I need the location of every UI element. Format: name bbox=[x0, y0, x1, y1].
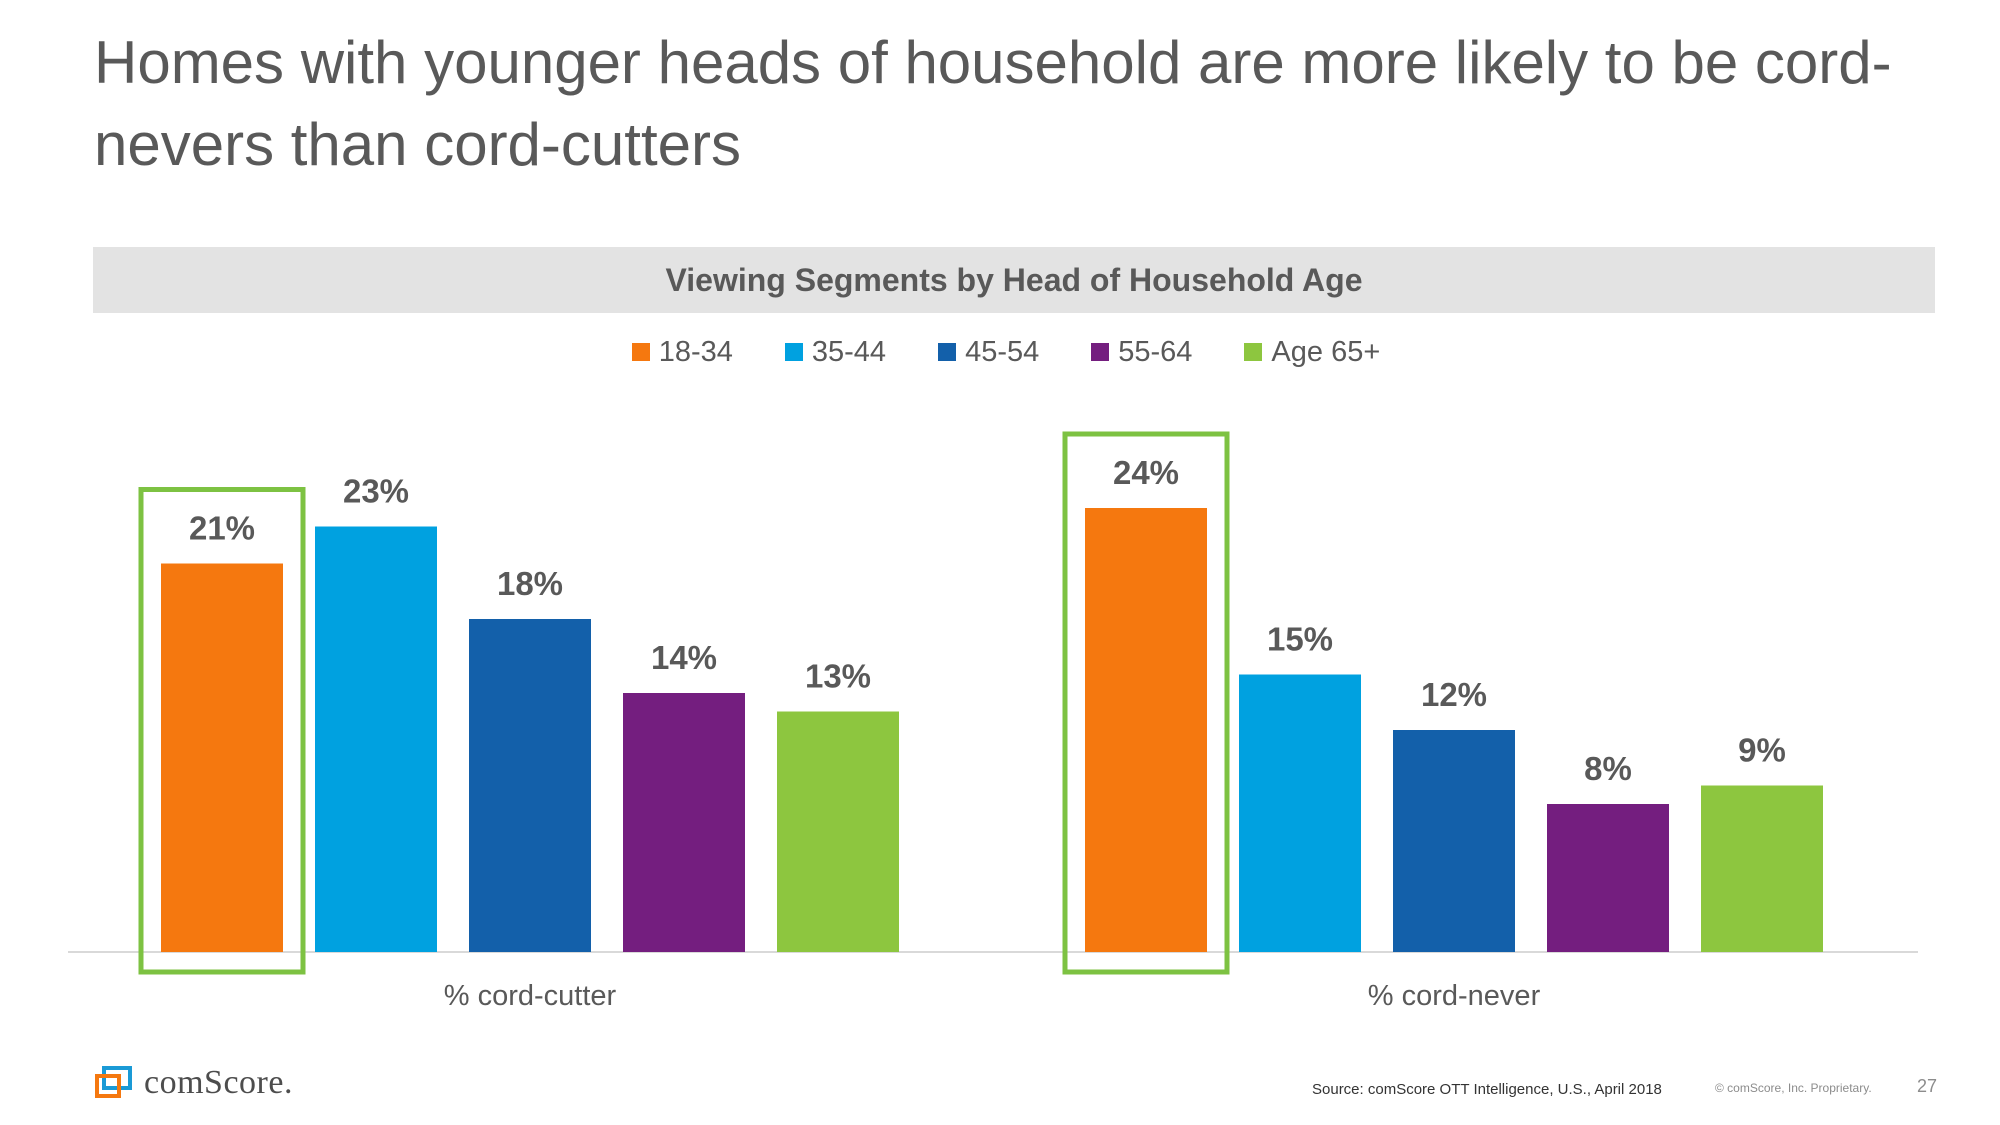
legend-item-age-65: Age 65+ bbox=[1244, 332, 1380, 372]
data-label: 13% bbox=[805, 658, 871, 695]
bar-cord-never-35-44 bbox=[1239, 674, 1361, 952]
copyright-note: © comScore, Inc. Proprietary. bbox=[1715, 1081, 1872, 1095]
legend-swatch bbox=[784, 343, 803, 361]
legend-label: 18-34 bbox=[658, 335, 733, 368]
data-label: 21% bbox=[189, 510, 255, 547]
data-label: 23% bbox=[343, 473, 409, 510]
data-label: 14% bbox=[651, 639, 717, 676]
bar-cord-cutter-18-34 bbox=[161, 563, 283, 952]
data-label: 9% bbox=[1738, 732, 1786, 769]
bar-cord-cutter-35-44 bbox=[315, 526, 437, 952]
bar-cord-cutter-age-65- bbox=[777, 711, 899, 952]
page-number: 27 bbox=[1917, 1076, 1938, 1096]
chart-title: Viewing Segments by Head of Household Ag… bbox=[665, 261, 1363, 298]
chart-legend: 18-34 35-44 45-54 55-64 Age 65+ bbox=[0, 332, 2000, 372]
bar-cord-cutter-55-64 bbox=[623, 693, 745, 952]
data-label: 18% bbox=[497, 565, 563, 602]
legend-item-55-64: 55-64 bbox=[1091, 332, 1192, 372]
bar-cord-never-55-64 bbox=[1547, 804, 1669, 952]
data-label: 8% bbox=[1584, 750, 1632, 787]
data-label: 24% bbox=[1113, 454, 1179, 491]
comscore-logo-icon bbox=[95, 1066, 132, 1098]
legend-label: 35-44 bbox=[811, 335, 887, 368]
bar-cord-never-45-54 bbox=[1393, 730, 1515, 952]
legend-swatch bbox=[938, 343, 957, 361]
category-label: % cord-never bbox=[1368, 980, 1541, 1012]
legend-swatch bbox=[631, 343, 650, 361]
highlight-box bbox=[1062, 431, 1230, 975]
comscore-logo: comScore. bbox=[94, 1064, 293, 1102]
data-label: 12% bbox=[1421, 676, 1487, 713]
bar-cord-never-age-65- bbox=[1701, 785, 1823, 952]
slide-title: Homes with younger heads of household ar… bbox=[94, 29, 1892, 178]
source-note: Source: comScore OTT Intelligence, U.S.,… bbox=[1312, 1081, 1662, 1098]
data-label: 15% bbox=[1267, 621, 1333, 658]
legend-label: 45-54 bbox=[965, 335, 1040, 368]
category-label: % cord-cutter bbox=[444, 980, 617, 1012]
bar-cord-never-18-34 bbox=[1085, 508, 1207, 952]
legend-swatch bbox=[1244, 343, 1263, 361]
logo-wordmark: comScore. bbox=[144, 1064, 293, 1101]
highlight-box bbox=[138, 487, 306, 975]
legend-item-18-34: 18-34 bbox=[631, 332, 733, 372]
bar-cord-cutter-45-54 bbox=[469, 619, 591, 952]
legend-label: 55-64 bbox=[1118, 335, 1193, 368]
legend-item-35-44: 35-44 bbox=[784, 332, 887, 372]
bar-chart: 21% 23% 18% 14% 13% % cord-cutter 24% 15% 12% 8% 9… bbox=[68, 431, 1918, 1012]
legend-item-45-54: 45-54 bbox=[938, 332, 1039, 372]
chart-title-banner: Viewing Segments by Head of Household Ag… bbox=[93, 247, 1935, 313]
legend-swatch bbox=[1091, 343, 1110, 361]
legend-label: Age 65+ bbox=[1271, 335, 1381, 368]
